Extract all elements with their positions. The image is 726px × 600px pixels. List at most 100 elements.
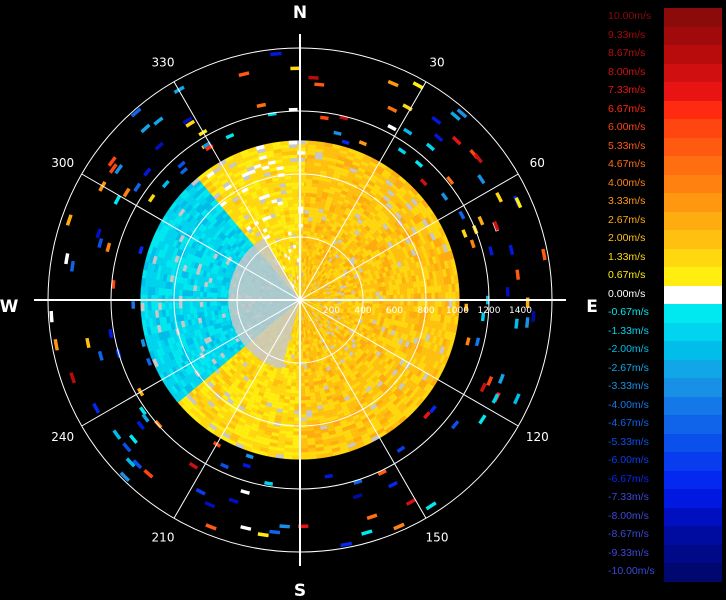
velocity-cell-2 [168, 302, 173, 310]
velocity-cell-2 [209, 291, 214, 298]
velocity-cell-0 [299, 452, 309, 457]
velocity-cell-2 [182, 289, 187, 297]
velocity-cell-0 [431, 292, 436, 301]
velocity-cell-0 [365, 292, 370, 297]
velocity-cell-0 [303, 220, 309, 225]
velocity-cell-2 [182, 301, 187, 309]
velocity-cell-0 [434, 292, 439, 301]
velocity-cell-0 [368, 292, 373, 297]
velocity-cell-1 [292, 368, 297, 373]
velocity-cell-2 [202, 301, 207, 307]
velocity-cell-1 [292, 438, 301, 443]
velocity-cell-2 [199, 291, 204, 297]
velocity-cell-1 [292, 427, 301, 432]
velocity-cell-0 [304, 213, 310, 218]
velocity-cell-2 [209, 305, 215, 312]
velocity-cell-2 [168, 295, 173, 303]
velocity-cell-0 [299, 441, 308, 446]
velocity-cell-2 [164, 295, 169, 303]
velocity-cell-1 [292, 365, 297, 370]
velocity-cell-0 [399, 288, 405, 295]
velocity-cell-0 [305, 185, 313, 190]
velocity-cell-0 [455, 291, 460, 301]
velocity-cell-0 [305, 354, 310, 359]
velocity-cell-0 [434, 299, 439, 308]
velocity-cell-2 [220, 301, 225, 306]
velocity-cell-0 [354, 293, 360, 298]
velocity-cell-2 [178, 295, 183, 303]
velocity-cell-0 [302, 237, 307, 242]
velocity-cell-2 [185, 301, 190, 309]
velocity-cell-0 [302, 358, 307, 363]
velocity-cell-0 [303, 379, 309, 384]
velocity-cell-2 [157, 287, 163, 296]
velocity-cell-2 [175, 288, 180, 296]
velocity-cell-0 [305, 399, 312, 405]
velocity-cell-2 [195, 301, 200, 308]
velocity-cell-0 [307, 454, 317, 460]
velocity-cell-2 [206, 301, 211, 307]
velocity-cell-1 [291, 455, 301, 460]
velocity-cell-1 [291, 448, 301, 453]
velocity-cell-2 [154, 302, 159, 311]
radar-velocity-plot: 200 400 600 800 1000 1200 1400 306012015021024… [0, 3, 598, 600]
velocity-cell-1 [291, 372, 297, 377]
velocity-cell-0 [403, 288, 408, 295]
velocity-cell-1 [291, 452, 301, 457]
velocity-cell-1 [289, 392, 296, 398]
velocity-cell-2 [150, 286, 156, 296]
velocity-cell-0 [304, 385, 310, 391]
velocity-cell-2 [192, 301, 197, 308]
velocity-cell-2 [140, 310, 146, 320]
velocity-cell-2 [141, 277, 146, 287]
velocity-cell-2 [220, 292, 225, 298]
velocity-cell-0 [299, 434, 308, 439]
velocity-cell-0 [302, 344, 306, 349]
velocity-cell-1 [291, 379, 297, 384]
velocity-cell-1 [290, 385, 296, 391]
velocity-cell-2 [199, 301, 204, 308]
velocity-cell-0 [299, 455, 309, 460]
velocity-cell-0 [396, 289, 401, 296]
velocity-cell-2 [150, 294, 155, 303]
velocity-cell-2 [157, 294, 162, 303]
velocity-cell-0 [357, 290, 363, 295]
velocity-cell-0 [305, 410, 313, 415]
velocity-cell-0 [438, 292, 443, 301]
velocity-cell-0 [303, 365, 308, 370]
velocity-cell-2 [223, 304, 228, 310]
velocity-cell-0 [413, 287, 418, 295]
velocity-cell-1 [288, 403, 295, 408]
velocity-cell-0 [344, 294, 349, 298]
velocity-cell-2 [213, 292, 218, 298]
velocity-cell-0 [305, 403, 312, 408]
velocity-cell-2 [154, 294, 159, 303]
velocity-cell-2 [164, 302, 169, 310]
velocity-cell-0 [305, 413, 313, 418]
velocity-cell-0 [305, 189, 312, 194]
velocity-cell-0 [445, 291, 450, 301]
velocity-cell-2 [178, 289, 183, 297]
velocity-cell-0 [299, 445, 309, 450]
velocity-cell-2 [216, 292, 221, 298]
velocity-cell-0 [299, 427, 308, 432]
velocity-cell-0 [375, 291, 380, 297]
velocity-cell-2 [161, 302, 166, 310]
velocity-cell-2 [223, 293, 228, 298]
velocity-cell-2 [202, 291, 208, 297]
velocity-cell-0 [304, 382, 310, 387]
velocity-cell-2 [213, 305, 218, 311]
velocity-cell-2 [213, 301, 218, 307]
velocity-cell-0 [302, 348, 306, 353]
velocity-cell-1 [287, 413, 295, 418]
velocity-cell-1 [290, 389, 296, 394]
velocity-cell-2 [209, 301, 214, 307]
velocity-cell-0 [302, 351, 307, 356]
velocity-cell-1 [290, 382, 296, 387]
velocity-cell-0 [382, 290, 387, 296]
velocity-cell-0 [372, 291, 377, 297]
velocity-cell-0 [448, 291, 453, 301]
velocity-cell-0 [303, 368, 308, 373]
velocity-cell-0 [303, 372, 309, 377]
velocity-cell-0 [302, 354, 307, 360]
